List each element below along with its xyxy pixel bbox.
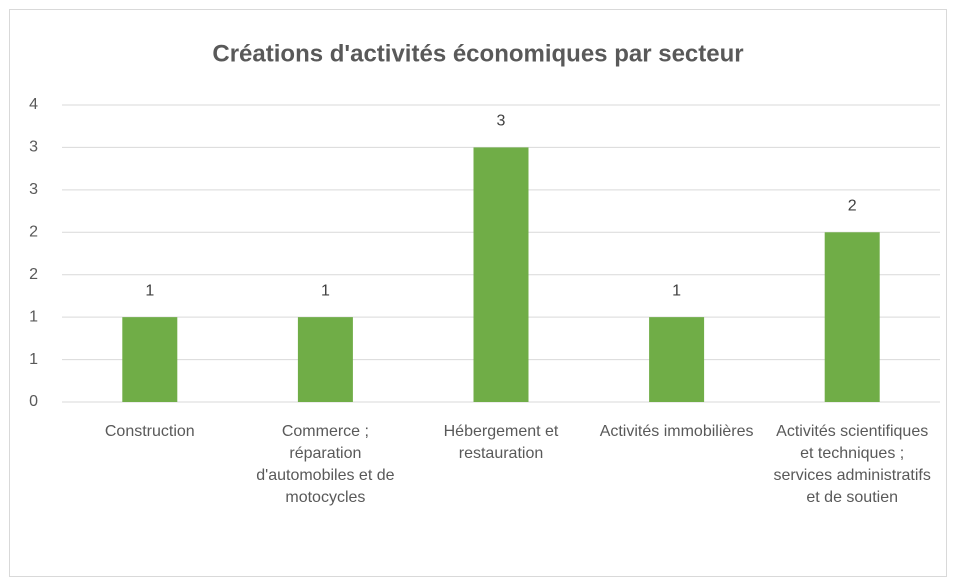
bar: [473, 147, 529, 402]
y-tick-label: 2: [29, 266, 38, 283]
data-label: 3: [497, 113, 506, 130]
x-tick-label: Commerce ; réparation d'automobiles et d…: [256, 423, 395, 506]
data-label: 1: [672, 282, 681, 299]
bar: [824, 232, 880, 402]
x-tick-label: Activités scientifiques et techniques ; …: [773, 423, 931, 506]
bar: [297, 317, 353, 402]
y-tick-label: 0: [29, 393, 38, 410]
chart-title: Créations d'activités économiques par se…: [212, 40, 743, 67]
y-tick-label: 2: [29, 224, 38, 241]
y-tick-label: 4: [29, 96, 38, 113]
bar: [649, 317, 705, 402]
data-label: 1: [145, 282, 154, 299]
x-tick-label: Construction: [104, 423, 195, 440]
x-tick-label: Activités immobilières: [599, 423, 754, 440]
y-tick-label: 1: [29, 351, 38, 368]
bar: [122, 317, 178, 402]
y-tick-label: 3: [29, 181, 38, 198]
x-tick-label: Hébergement et restauration: [443, 423, 559, 462]
data-label: 1: [321, 282, 330, 299]
chart-frame: [9, 9, 947, 577]
data-label: 2: [848, 198, 857, 215]
y-tick-label: 3: [29, 139, 38, 156]
y-tick-label: 1: [29, 308, 38, 325]
